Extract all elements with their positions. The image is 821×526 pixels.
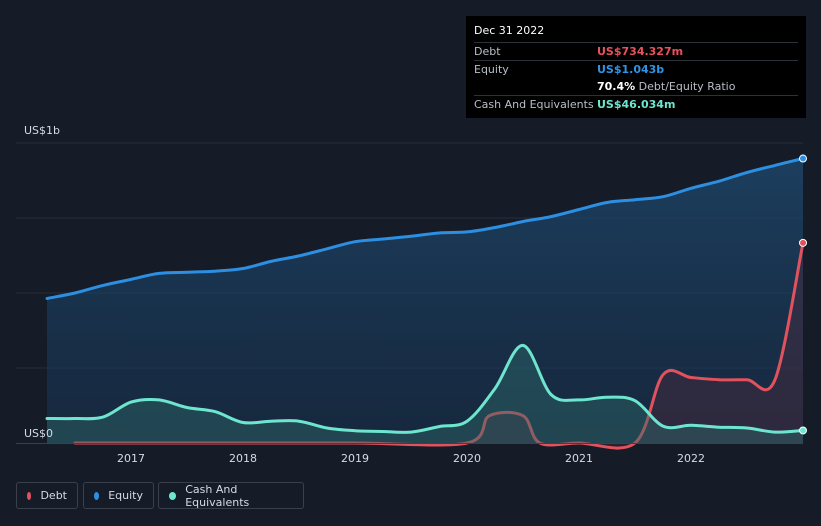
x-tick-label: 2020 xyxy=(453,452,481,465)
tooltip-label: Equity xyxy=(474,63,509,76)
tooltip-value: US$46.034m xyxy=(597,98,676,111)
legend-dot-icon xyxy=(94,491,100,500)
tooltip-row-cash: Cash And Equivalents US$46.034m xyxy=(474,95,798,113)
x-tick-label: 2019 xyxy=(341,452,369,465)
tooltip-label: Debt xyxy=(474,45,501,58)
tooltip-date: Dec 31 2022 xyxy=(474,24,545,37)
equity-line xyxy=(45,157,805,300)
y-tick-label: US$0 xyxy=(24,427,53,440)
x-tick-label: 2018 xyxy=(229,452,257,465)
cash-and-equivalents-endpoint xyxy=(799,426,807,435)
tooltip-value: 70.4% xyxy=(597,80,636,93)
x-tick-label: 2017 xyxy=(117,452,145,465)
legend-dot-icon xyxy=(27,491,32,500)
equity-endpoint xyxy=(799,154,807,163)
tooltip-row-debt: Debt US$734.327m xyxy=(474,42,798,60)
tooltip-label: Cash And Equivalents xyxy=(474,98,594,111)
tooltip-ratio-caption: Debt/Equity Ratio xyxy=(638,80,736,93)
x-tick-label: 2021 xyxy=(565,452,593,465)
legend-item-debt[interactable]: Debt xyxy=(16,482,78,509)
tooltip-row-ratio: 70.4% Debt/Equity Ratio xyxy=(474,78,798,95)
legend-label: Equity xyxy=(108,489,143,502)
tooltip-label xyxy=(474,78,597,95)
tooltip-panel: Dec 31 2022 Debt US$734.327m Equity US$1… xyxy=(466,16,806,118)
legend-item-cash[interactable]: Cash And Equivalents xyxy=(158,482,304,509)
legend-dot-icon xyxy=(169,491,177,500)
tooltip-row-equity: Equity US$1.043b xyxy=(474,60,798,78)
legend-item-equity[interactable]: Equity xyxy=(83,482,154,509)
cash-and-equivalents-line xyxy=(45,343,805,434)
tooltip-value: US$734.327m xyxy=(597,45,684,58)
tooltip-value: US$1.043b xyxy=(597,63,665,76)
x-tick-label: 2022 xyxy=(677,452,705,465)
legend-label: Debt xyxy=(40,489,67,502)
debt-endpoint xyxy=(799,238,807,247)
cash-and-equivalents-area xyxy=(47,345,803,443)
legend-label: Cash And Equivalents xyxy=(185,482,250,509)
y-tick-label: US$1b xyxy=(24,124,60,137)
equity-area xyxy=(47,158,803,443)
